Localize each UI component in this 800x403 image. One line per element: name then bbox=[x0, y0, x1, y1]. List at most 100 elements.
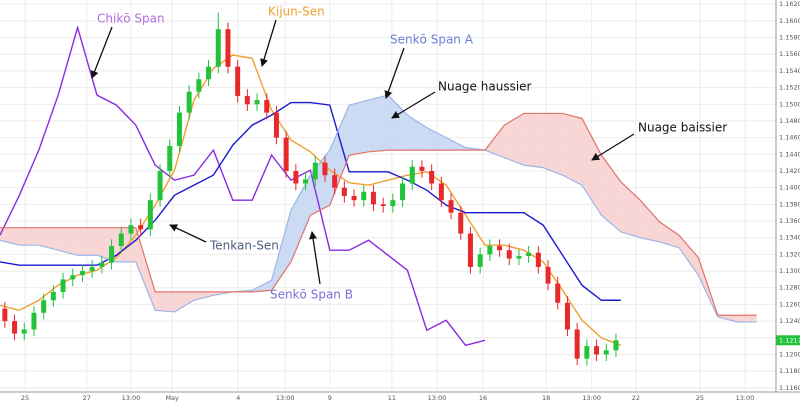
candle-body bbox=[2, 308, 8, 322]
candle-body bbox=[157, 170, 163, 201]
last-price-label: 1.12170 bbox=[779, 336, 800, 344]
candle-body bbox=[118, 233, 124, 247]
arrow bbox=[309, 231, 321, 285]
candle-body bbox=[99, 262, 105, 267]
candle-body bbox=[21, 329, 27, 334]
y-tick-label: 1.15200 bbox=[779, 84, 800, 92]
candle-body bbox=[361, 191, 367, 201]
candle-body bbox=[293, 170, 299, 184]
candle-body bbox=[458, 212, 464, 234]
y-tick-label: 1.14200 bbox=[779, 167, 800, 175]
bearish-cloud bbox=[135, 227, 156, 311]
candle-body bbox=[254, 100, 260, 105]
y-tick-label: 1.13200 bbox=[779, 250, 800, 258]
candle-body bbox=[555, 283, 561, 303]
y-tick-label: 1.15600 bbox=[779, 50, 800, 58]
last-price-box bbox=[776, 335, 800, 346]
annotation: Nuage baissier bbox=[638, 121, 727, 135]
x-tick-label: 13:00 bbox=[122, 394, 141, 402]
candle-body bbox=[167, 145, 173, 171]
candle-body bbox=[109, 246, 115, 263]
y-tick-label: 1.14600 bbox=[779, 134, 800, 142]
candle-body bbox=[584, 346, 590, 359]
candle-body bbox=[535, 252, 541, 267]
arrow bbox=[384, 47, 405, 99]
candle-body bbox=[41, 300, 47, 313]
candle-body bbox=[244, 95, 250, 105]
y-tick-label: 1.15000 bbox=[779, 100, 800, 108]
indicator-line bbox=[0, 112, 757, 316]
y-tick-label: 1.11600 bbox=[779, 384, 800, 392]
candle-body bbox=[89, 266, 95, 272]
y-tick-label: 1.14000 bbox=[779, 184, 800, 192]
candle-body bbox=[603, 350, 609, 355]
bearish-cloud bbox=[582, 118, 602, 216]
bearish-cloud bbox=[543, 113, 563, 176]
candle-body bbox=[312, 162, 318, 180]
candle-body bbox=[273, 112, 279, 138]
bearish-cloud bbox=[58, 227, 78, 256]
bearish-cloud bbox=[562, 113, 582, 186]
candle-body bbox=[613, 340, 619, 351]
candle-body bbox=[176, 112, 182, 146]
annotations: Chikō Span Kijun-Sen Senkō Span A Nuage … bbox=[90, 5, 727, 302]
bearish-cloud bbox=[38, 227, 59, 251]
y-tick-label: 1.12600 bbox=[779, 300, 800, 308]
candle-body bbox=[526, 252, 532, 257]
candle-body bbox=[186, 91, 192, 113]
candle-body bbox=[506, 250, 512, 259]
arrow bbox=[90, 26, 113, 79]
bullish-cloud bbox=[426, 127, 447, 151]
bearish-cloud bbox=[0, 227, 20, 246]
bearish-cloud bbox=[601, 155, 621, 232]
x-tick-label: May bbox=[165, 394, 179, 402]
bullish-cloud bbox=[388, 95, 408, 151]
y-tick-label: 1.16200 bbox=[779, 0, 800, 8]
x-tick-label: 25 bbox=[21, 394, 29, 402]
bearish-cloud bbox=[174, 291, 194, 312]
arrow bbox=[391, 91, 436, 119]
candle-body bbox=[594, 346, 600, 355]
indicator-line bbox=[0, 94, 757, 323]
candle-body bbox=[147, 200, 153, 230]
y-tick-label: 1.14400 bbox=[779, 150, 800, 158]
indicator-line bbox=[0, 101, 621, 301]
annotation: Senkō Span B bbox=[270, 288, 353, 302]
candle-body bbox=[390, 200, 396, 207]
candle-body bbox=[235, 66, 241, 96]
x-tick-label: 25 bbox=[696, 394, 704, 402]
candle-body bbox=[477, 254, 483, 267]
annotation: Nuage haussier bbox=[438, 80, 532, 94]
candle-body bbox=[400, 183, 406, 201]
y-tick-label: 1.12400 bbox=[779, 317, 800, 325]
candle-body bbox=[322, 162, 328, 176]
bullish-cloud bbox=[349, 100, 369, 156]
bearish-cloud bbox=[640, 200, 660, 242]
bearish-cloud bbox=[77, 227, 97, 256]
candle-body bbox=[206, 66, 212, 80]
x-tick-label: 13:00 bbox=[276, 394, 295, 402]
y-tick-label: 1.13800 bbox=[779, 200, 800, 208]
candle-body bbox=[50, 291, 56, 301]
x-tick-label: 18 bbox=[542, 394, 550, 402]
candle-body bbox=[497, 246, 503, 251]
candle-body bbox=[419, 166, 425, 171]
y-tick-label: 1.12800 bbox=[779, 284, 800, 292]
candle-body bbox=[341, 187, 347, 196]
candle-body bbox=[438, 183, 444, 201]
candle-body bbox=[351, 196, 357, 201]
y-tick-label: 1.16000 bbox=[779, 17, 800, 25]
bearish-cloud bbox=[737, 315, 757, 322]
x-tick-label: 9 bbox=[328, 394, 332, 402]
candles bbox=[2, 12, 619, 366]
candle-body bbox=[303, 179, 309, 184]
candle-body bbox=[409, 166, 415, 184]
candle-body bbox=[332, 175, 338, 188]
indicator-line bbox=[0, 24, 486, 347]
candle-body bbox=[60, 279, 66, 292]
candle-body bbox=[545, 266, 551, 284]
candle-body bbox=[79, 271, 85, 276]
y-tick-label: 1.15800 bbox=[779, 34, 800, 42]
